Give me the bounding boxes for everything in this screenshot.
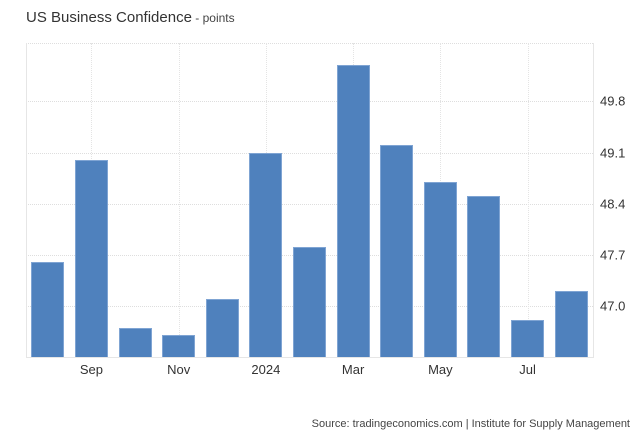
y-tick-label: 49.1 xyxy=(600,145,626,161)
bar-aug-2023[interactable] xyxy=(31,262,65,357)
plot-border-left xyxy=(26,43,27,357)
bar-apr-2024[interactable] xyxy=(380,145,414,357)
gridline-vertical xyxy=(179,43,180,357)
source-attribution: Source: tradingeconomics.com | Institute… xyxy=(311,418,630,430)
bar-may-2024[interactable] xyxy=(423,181,457,357)
y-tick-label: 47.7 xyxy=(600,247,626,263)
x-tick-label: 2024 xyxy=(251,362,281,377)
bar-mar-2024[interactable] xyxy=(336,64,370,357)
x-tick-label: Jul xyxy=(519,362,536,377)
bar-dec-2023[interactable] xyxy=(205,298,239,357)
y-tick-label: 48.4 xyxy=(600,196,626,212)
chart-unit: - points xyxy=(191,11,235,25)
bar-jun-2024[interactable] xyxy=(467,196,501,357)
x-tick-label: Mar xyxy=(341,362,365,377)
x-tick-label: May xyxy=(428,362,453,377)
y-tick-label: 49.8 xyxy=(600,93,626,109)
chart-title: US Business Confidence - points xyxy=(26,9,235,26)
bar-jul-2024[interactable] xyxy=(511,320,545,357)
bar-aug-2024[interactable] xyxy=(554,291,588,357)
y-tick-label: 47.0 xyxy=(600,298,626,314)
y-axis-line xyxy=(593,43,594,357)
bar-oct-2023[interactable] xyxy=(118,327,152,357)
x-axis-line xyxy=(26,357,594,358)
bar-sep-2023[interactable] xyxy=(74,159,108,357)
gridline-horizontal xyxy=(26,101,593,102)
x-tick-label: Nov xyxy=(167,362,191,377)
gridline-horizontal xyxy=(26,204,593,205)
gridline-vertical xyxy=(528,43,529,357)
gridline-top xyxy=(26,43,593,44)
bar-nov-2023[interactable] xyxy=(162,335,196,357)
chart-title-text: US Business Confidence xyxy=(26,9,192,26)
gridline-horizontal xyxy=(26,153,593,154)
bar-feb-2024[interactable] xyxy=(293,247,326,357)
bar-jan-2024[interactable] xyxy=(249,152,283,357)
x-tick-label: Sep xyxy=(79,362,103,377)
